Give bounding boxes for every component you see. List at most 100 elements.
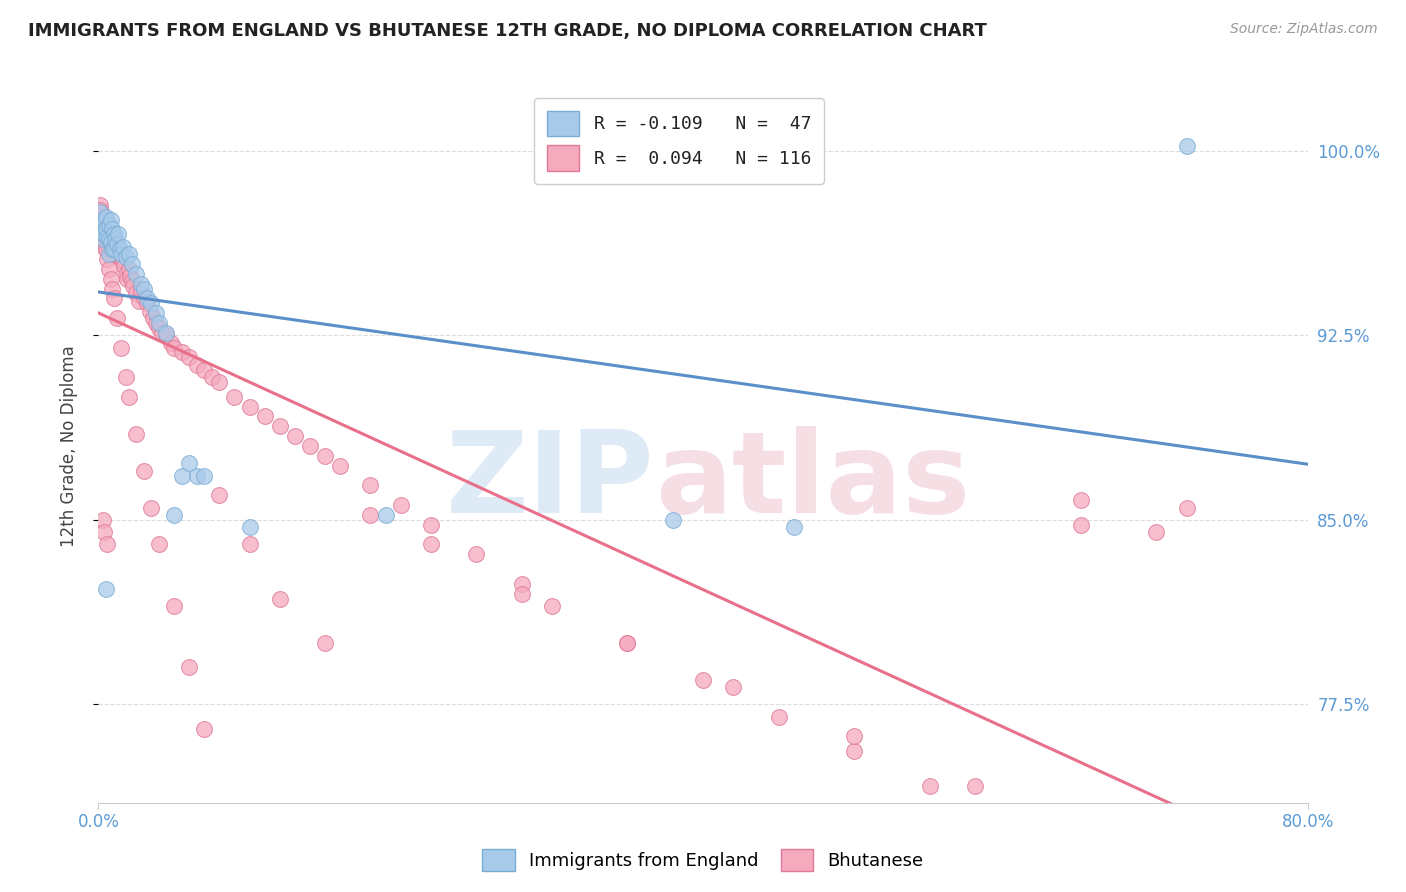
Text: atlas: atlas: [655, 426, 970, 537]
Point: [783, 520, 806, 534]
Point: [94, 242, 117, 256]
Point: [170, 345, 193, 359]
Point: [101, 281, 124, 295]
Point: [360, 508, 382, 522]
Point: [118, 261, 141, 276]
Point: [420, 517, 443, 532]
Point: [1144, 525, 1167, 540]
Point: [98, 218, 121, 232]
Point: [118, 390, 141, 404]
Point: [148, 321, 170, 335]
Point: [91, 222, 114, 236]
Point: [994, 813, 1017, 827]
Point: [179, 456, 201, 470]
Point: [844, 744, 866, 758]
Point: [94, 210, 117, 224]
Point: [93, 218, 115, 232]
Point: [148, 537, 170, 551]
Point: [90, 215, 112, 229]
Point: [93, 212, 115, 227]
Point: [96, 230, 118, 244]
Point: [128, 293, 150, 308]
Point: [374, 508, 396, 522]
Point: [510, 576, 533, 591]
Point: [101, 240, 124, 254]
Point: [314, 636, 336, 650]
Point: [111, 254, 134, 268]
Point: [90, 205, 112, 219]
Point: [540, 599, 562, 613]
Text: IMMIGRANTS FROM ENGLAND VS BHUTANESE 12TH GRADE, NO DIPLOMA CORRELATION CHART: IMMIGRANTS FROM ENGLAND VS BHUTANESE 12T…: [28, 22, 987, 40]
Point: [132, 281, 155, 295]
Point: [122, 279, 145, 293]
Point: [91, 210, 114, 224]
Point: [96, 230, 118, 244]
Point: [1070, 517, 1092, 532]
Point: [91, 513, 114, 527]
Point: [108, 250, 131, 264]
Point: [103, 291, 125, 305]
Point: [125, 286, 148, 301]
Point: [163, 341, 186, 355]
Point: [155, 326, 177, 340]
Point: [105, 237, 128, 252]
Point: [91, 235, 114, 249]
Point: [89, 202, 111, 217]
Point: [98, 261, 121, 276]
Point: [101, 242, 124, 256]
Point: [844, 730, 866, 744]
Point: [98, 232, 121, 246]
Point: [360, 478, 382, 492]
Point: [269, 591, 291, 606]
Point: [104, 235, 127, 249]
Point: [89, 205, 111, 219]
Point: [114, 267, 136, 281]
Point: [93, 240, 115, 254]
Point: [108, 242, 131, 256]
Point: [89, 198, 111, 212]
Point: [105, 311, 128, 326]
Point: [89, 210, 111, 224]
Point: [170, 468, 193, 483]
Point: [616, 636, 638, 650]
Point: [141, 500, 163, 515]
Legend: R = -0.109   N =  47, R =  0.094   N = 116: R = -0.109 N = 47, R = 0.094 N = 116: [534, 98, 824, 184]
Point: [93, 227, 115, 242]
Point: [96, 537, 118, 551]
Point: [103, 242, 125, 256]
Point: [155, 328, 177, 343]
Point: [94, 212, 117, 227]
Point: [94, 582, 117, 596]
Point: [118, 247, 141, 261]
Point: [105, 237, 128, 252]
Point: [111, 240, 134, 254]
Point: [141, 296, 163, 310]
Point: [91, 232, 114, 246]
Point: [299, 439, 322, 453]
Point: [510, 587, 533, 601]
Point: [145, 316, 167, 330]
Point: [139, 303, 162, 318]
Point: [125, 267, 148, 281]
Y-axis label: 12th Grade, No Diploma: 12th Grade, No Diploma: [59, 345, 77, 547]
Point: [107, 242, 129, 256]
Point: [93, 525, 115, 540]
Point: [723, 680, 745, 694]
Point: [96, 252, 118, 266]
Point: [465, 547, 488, 561]
Text: ZIP: ZIP: [446, 426, 655, 537]
Point: [129, 277, 152, 291]
Point: [135, 296, 157, 310]
Point: [148, 316, 170, 330]
Point: [224, 390, 246, 404]
Point: [100, 212, 122, 227]
Point: [1175, 138, 1198, 153]
Point: [1070, 493, 1092, 508]
Point: [90, 225, 112, 239]
Point: [96, 219, 118, 234]
Point: [208, 488, 231, 502]
Point: [284, 429, 307, 443]
Point: [100, 271, 122, 285]
Point: [104, 232, 127, 246]
Point: [98, 247, 121, 261]
